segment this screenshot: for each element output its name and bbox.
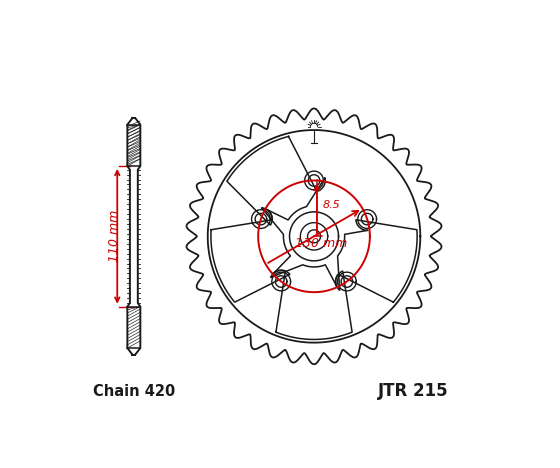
Polygon shape (335, 220, 417, 302)
Text: 8.5: 8.5 (323, 200, 341, 210)
Text: 130 mm: 130 mm (295, 237, 347, 250)
Text: Chain 420: Chain 420 (93, 384, 175, 399)
Polygon shape (270, 265, 352, 339)
Polygon shape (211, 208, 291, 302)
Text: 110 mm: 110 mm (108, 210, 121, 263)
Text: JTR 215: JTR 215 (378, 382, 449, 400)
Polygon shape (227, 137, 325, 225)
